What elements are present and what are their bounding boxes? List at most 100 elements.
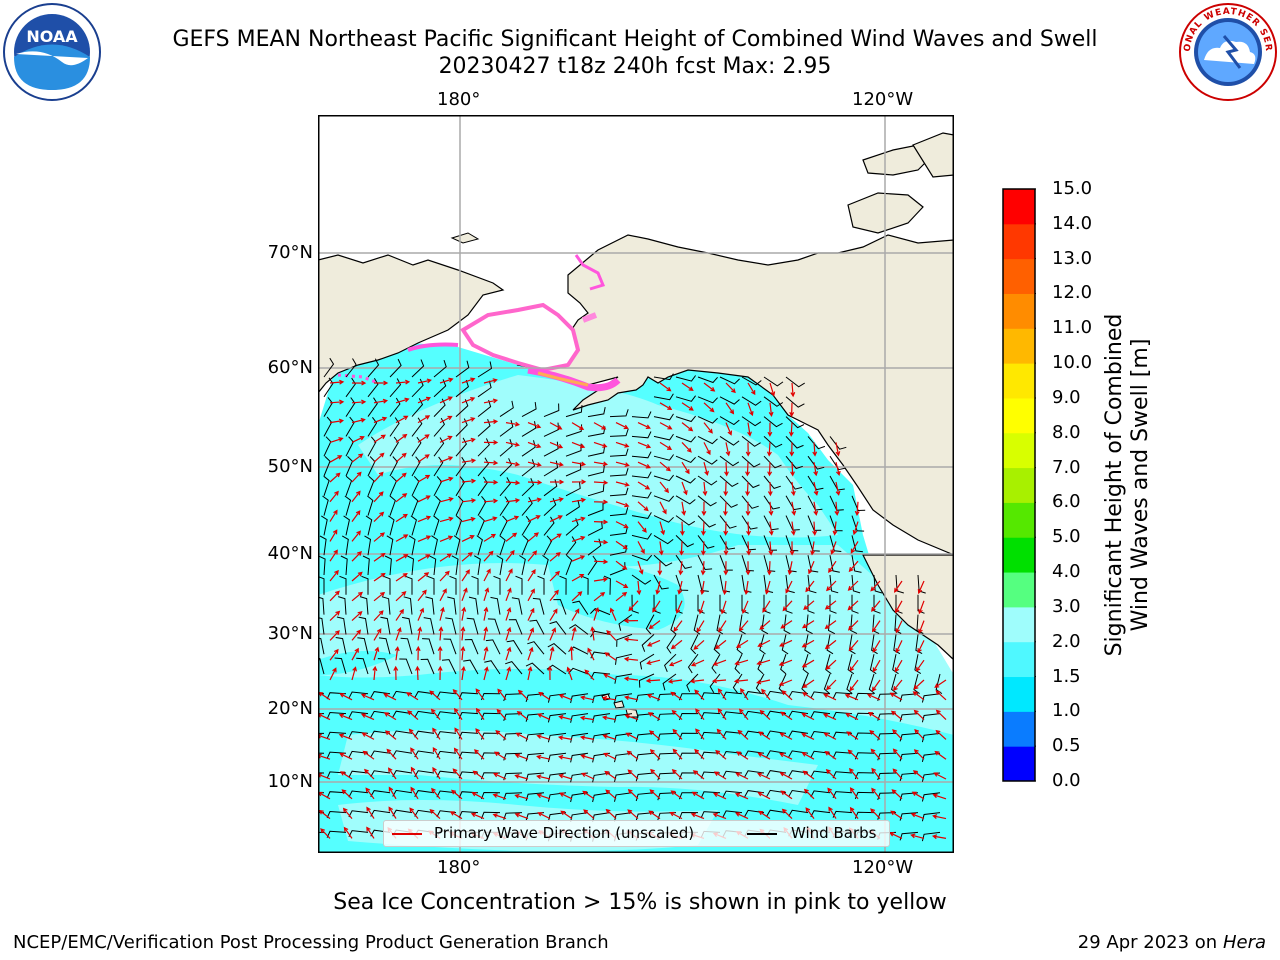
wind-barb — [915, 634, 923, 655]
wave-direction-arrow — [329, 630, 340, 641]
wave-direction-arrow — [646, 639, 661, 647]
wind-barb — [614, 772, 633, 783]
wave-direction-arrow — [845, 713, 859, 721]
wave-direction-arrow — [320, 828, 331, 839]
wave-direction-arrow — [778, 659, 793, 666]
wave-direction-arrow — [483, 587, 490, 601]
wind-barb — [664, 653, 677, 672]
wave-direction-arrow — [849, 679, 859, 692]
wave-direction-arrow — [615, 481, 630, 487]
wind-barb — [763, 475, 781, 489]
wave-direction-arrow — [527, 569, 536, 582]
wave-direction-arrow — [483, 606, 489, 621]
wave-direction-arrow — [549, 646, 555, 661]
wave-direction-arrow — [671, 709, 683, 721]
wave-direction-arrow — [810, 541, 815, 556]
wave-direction-arrow — [871, 620, 881, 633]
wind-barb — [318, 555, 326, 576]
wave-direction-arrow — [417, 378, 432, 384]
wind-barb — [344, 495, 352, 516]
wind-barb — [709, 673, 721, 693]
wind-barb — [631, 554, 653, 562]
wave-direction-arrow — [835, 442, 841, 457]
wind-barb — [741, 515, 758, 530]
wind-barb — [529, 619, 545, 635]
wave-direction-arrow — [828, 560, 837, 574]
wave-direction-arrow — [461, 516, 476, 523]
wave-direction-arrow — [627, 788, 639, 800]
wave-direction-arrow — [417, 554, 431, 562]
wind-barb — [697, 594, 705, 614]
wave-direction-arrow — [449, 811, 463, 820]
colorbar-tick-label: 8.0 — [1052, 421, 1081, 443]
wind-barb — [744, 710, 765, 718]
wave-direction-arrow — [848, 640, 859, 652]
wave-direction-arrow — [439, 588, 447, 602]
wind-barb — [499, 458, 512, 477]
wind-barb — [741, 455, 761, 468]
wind-barb — [340, 555, 348, 576]
wave-direction-arrow — [505, 441, 520, 447]
wind-barb — [921, 732, 941, 743]
wave-direction-arrow — [895, 620, 903, 634]
noaa-logo[interactable]: NOAA — [2, 2, 102, 102]
wave-direction-arrow — [723, 541, 729, 556]
wave-direction-arrow — [395, 513, 408, 523]
wind-barb — [766, 750, 787, 758]
wind-barb — [414, 809, 435, 817]
wave-direction-arrow — [933, 772, 947, 780]
wind-barb — [525, 693, 545, 703]
wind-barb — [433, 437, 445, 457]
wind-barb — [851, 535, 863, 553]
nws-logo[interactable]: NATIONAL WEATHER SERVICE — [1178, 2, 1278, 102]
wave-direction-arrow — [497, 688, 507, 701]
colorbar-tick-label: 10.0 — [1052, 352, 1093, 374]
wind-barb — [921, 693, 941, 703]
wave-direction-arrow — [681, 441, 692, 453]
wind-barb — [871, 634, 878, 655]
wind-barb — [732, 673, 743, 694]
wave-direction-arrow — [395, 433, 408, 443]
wind-barb — [741, 396, 762, 406]
wind-barb — [670, 614, 677, 635]
wave-direction-arrows — [318, 377, 947, 840]
wind-barb — [388, 515, 395, 536]
wave-direction-arrow — [373, 452, 385, 463]
wind-barb — [361, 575, 369, 595]
wave-direction-arrow — [693, 639, 705, 650]
wave-direction-arrow — [781, 808, 793, 820]
wind-barb — [493, 575, 501, 595]
wave-direction-arrow — [890, 810, 903, 820]
wave-direction-arrow — [712, 659, 727, 666]
wave-direction-arrow — [549, 497, 564, 503]
lat-label-40n: 40°N — [267, 543, 313, 564]
wave-direction-arrow — [758, 731, 771, 740]
wave-direction-arrow — [492, 772, 507, 780]
wave-direction-arrow — [439, 396, 453, 404]
wave-direction-arrow — [593, 519, 609, 525]
wind-barb — [451, 555, 459, 576]
wave-direction-arrow — [723, 481, 729, 497]
wave-direction-arrow — [559, 792, 573, 800]
wind-barb — [823, 673, 831, 694]
wind-barb — [788, 770, 809, 778]
wind-barb — [675, 455, 696, 463]
colorbar-tick-label: 14.0 — [1052, 212, 1093, 234]
wind-barb — [389, 436, 399, 457]
wave-direction-arrow — [679, 541, 685, 556]
wave-direction-arrow — [571, 516, 586, 523]
wave-direction-arrow — [849, 787, 859, 800]
wind-barb — [455, 379, 469, 398]
wave-direction-arrow — [383, 712, 397, 721]
wind-barb — [716, 614, 724, 635]
wind-barb — [921, 713, 941, 723]
wind-barb — [433, 456, 444, 477]
wave-direction-arrow — [475, 728, 485, 740]
wave-direction-arrow — [678, 561, 684, 576]
map-panel[interactable] — [318, 115, 954, 853]
wave-direction-arrow — [495, 729, 507, 740]
wind-barb — [407, 555, 415, 576]
colorbar-tick-label: 0.5 — [1052, 735, 1081, 757]
wave-direction-arrow — [439, 476, 454, 483]
colorbar-tick-label: 7.0 — [1052, 456, 1081, 478]
